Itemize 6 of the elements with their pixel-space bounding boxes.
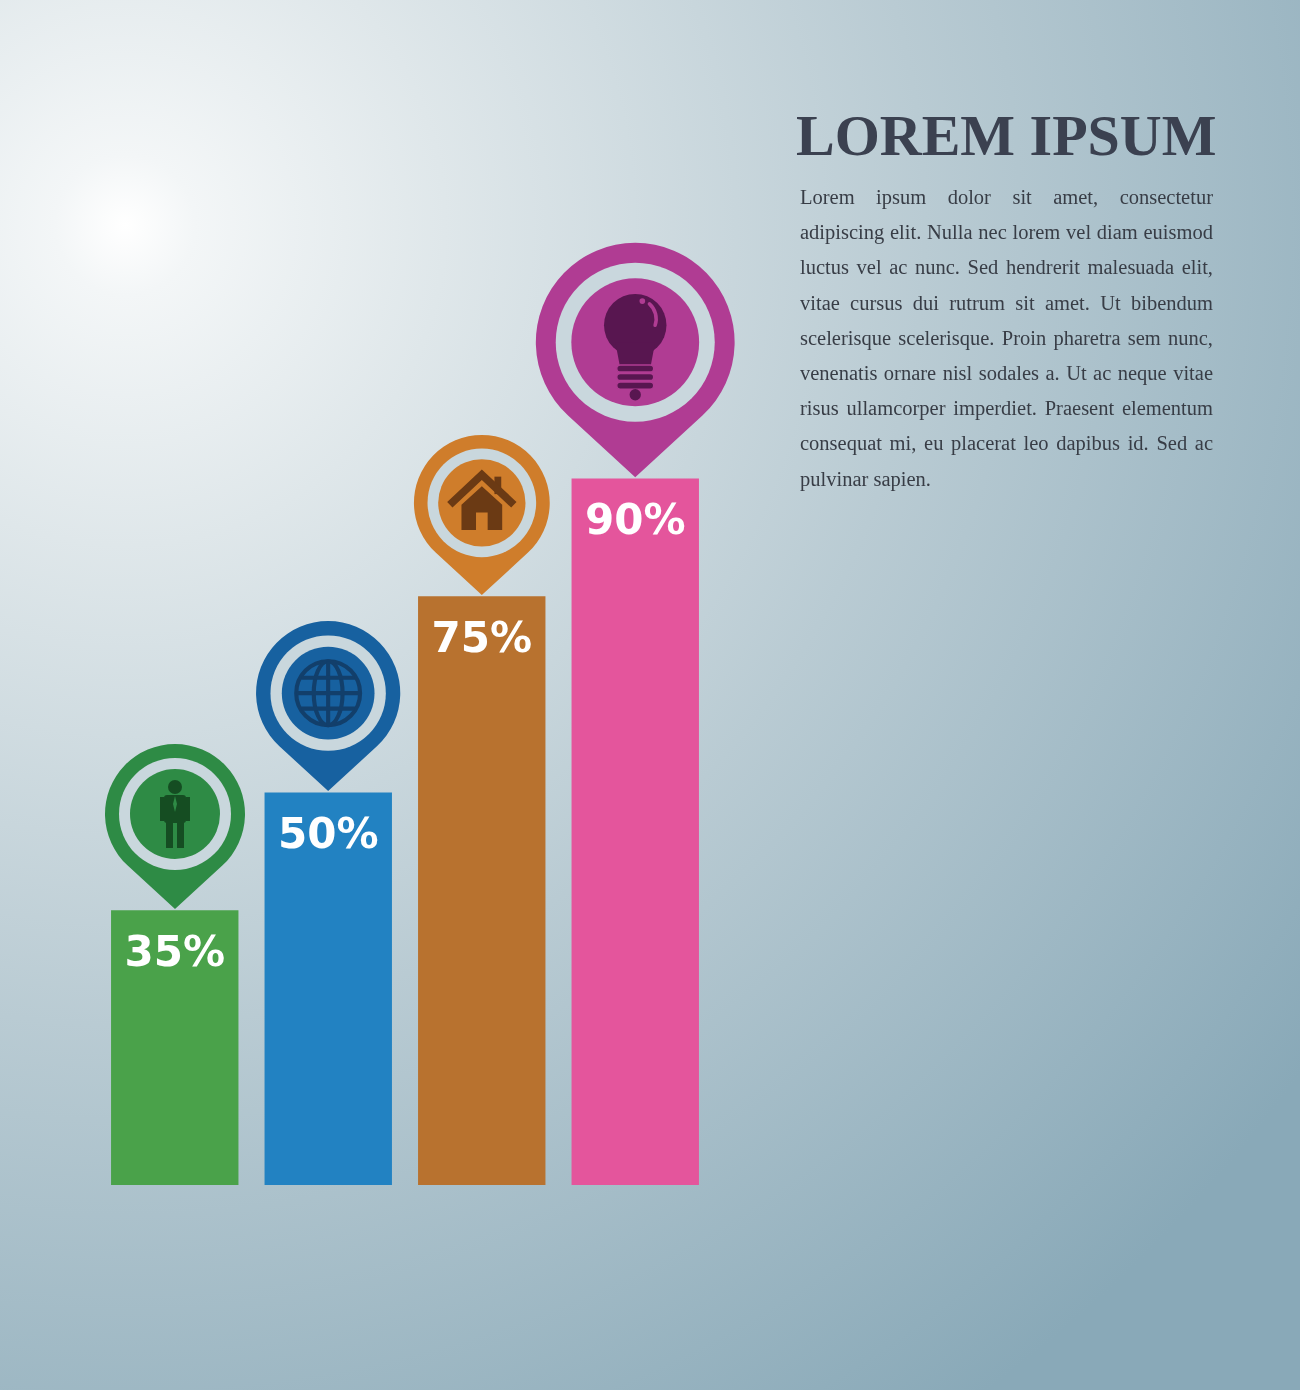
- text: LOREM IPSUM: [796, 102, 1218, 170]
- data-label: 90%: [584, 495, 686, 545]
- text: Lorem ipsum dolor sit amet, consectetur adipiscing elit. Nulla nec lorem vel diam euismod luctus vel ac nunc. Sed hendrerit malesuada elit, vitae cursus dui rutrum sit amet. Ut bibendum scelerisque scelerisque. Proin pharetra sem nunc, venenatis ornare nisl sodales a. Ut ac neque vitae risus ullamcorper imperdiet. Praesent elementum consequat mi, eu placerat leo dapibus id. Sed ac pulvinar sapien.: [800, 186, 1213, 490]
- data-label: 50%: [277, 809, 379, 859]
- data-label: 35%: [124, 927, 226, 977]
- data-label: 75%: [431, 613, 533, 663]
